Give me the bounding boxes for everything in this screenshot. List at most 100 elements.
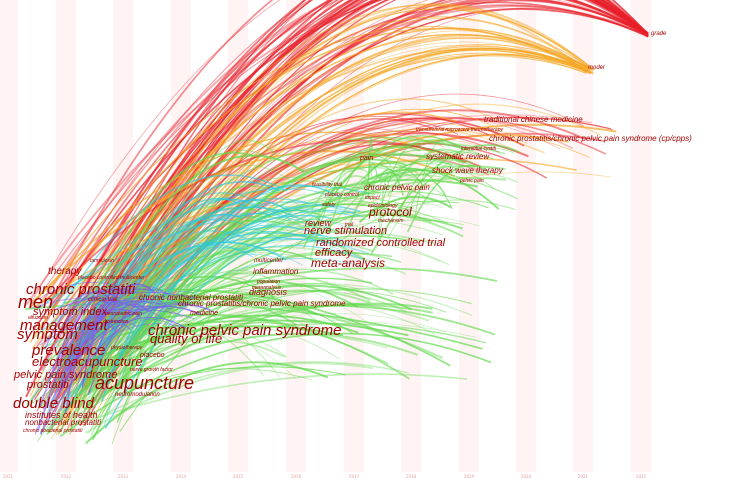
link-curve: [84, 373, 468, 423]
link-curve: [113, 116, 574, 332]
link-curve: [111, 289, 447, 377]
keyword-label: impact: [365, 195, 380, 201]
keyword-label: prostatiti: [26, 379, 69, 391]
keyword-label: physiotherapy: [110, 345, 143, 351]
link-curve: [62, 303, 433, 413]
link-curve: [32, 297, 180, 328]
year-label: 2021: [578, 474, 589, 479]
link-curve: [111, 276, 261, 445]
keyword-label: metaanalysis: [252, 285, 282, 291]
link-curve: [80, 181, 280, 357]
link-curve: [89, 213, 480, 359]
link-curve: [30, 0, 649, 304]
link-curve: [60, 47, 591, 421]
link-curve: [59, 332, 492, 437]
link-curve: [321, 165, 506, 206]
year-label: 2015: [233, 474, 244, 479]
link-curve: [370, 144, 519, 254]
link-curve: [48, 0, 649, 433]
link-curve: [88, 213, 464, 395]
link-curve: [66, 288, 175, 361]
keyword-labels: grade model traditional chinese medicine tr…: [13, 31, 692, 434]
keyword-label: population: [256, 279, 280, 285]
year-label: 2016: [291, 474, 302, 479]
link-curve: [114, 0, 649, 333]
link-curve: [55, 218, 250, 349]
link-curve: [358, 196, 452, 223]
link-curve: [88, 204, 322, 396]
link-curve: [57, 0, 649, 399]
link-curve: [85, 317, 187, 353]
keyword-label: chronic pelvic pain syndrome: [148, 322, 341, 339]
link-curve: [72, 313, 411, 380]
link-curve: [83, 289, 371, 410]
keyword-label: alfuzosin: [28, 315, 48, 321]
link-curve: [302, 146, 421, 249]
link-curve: [25, 0, 649, 306]
link-curve: [59, 174, 288, 309]
keyword-label: randomized controlled trial: [316, 237, 446, 249]
keyword-label: mechanism: [378, 218, 404, 224]
link-curve: [47, 368, 312, 435]
keyword-label: model: [588, 65, 605, 71]
link-curve: [34, 4, 649, 350]
year-label: 2011: [3, 474, 14, 479]
year-label: 2018: [406, 474, 417, 479]
keyword-label: double blind: [13, 395, 95, 412]
link-curve: [387, 148, 464, 196]
link-curve: [59, 303, 105, 392]
year-label: 2013: [118, 474, 129, 479]
link-curve: [73, 282, 473, 361]
year-band: [573, 0, 593, 472]
link-curve: [148, 253, 278, 334]
link-curve: [65, 219, 443, 394]
keyword-label: shock wave therapy: [432, 166, 504, 175]
keyword-label: feasibility trial: [312, 182, 343, 188]
link-curve: [360, 151, 494, 203]
year-label: 2020: [521, 474, 532, 479]
link-curve: [66, 305, 202, 372]
link-curve: [62, 0, 649, 331]
link-curve: [397, 156, 464, 217]
link-curve: [62, 308, 142, 389]
link-curve: [68, 202, 414, 436]
link-curve: [378, 168, 404, 196]
keyword-label: grade: [651, 31, 667, 37]
link-curve: [63, 288, 152, 366]
link-curve: [50, 0, 649, 301]
keyword-label: safety: [322, 202, 336, 208]
year-label: 2017: [349, 474, 360, 479]
link-curve: [57, 0, 649, 393]
link-curve: [109, 257, 363, 353]
link-curve: [108, 313, 447, 392]
link-curve: [58, 0, 649, 391]
keyword-label: chronic nonbacterial prostatiti: [139, 293, 243, 302]
link-curve: [53, 291, 197, 311]
keyword-label: institutes of health: [25, 410, 98, 420]
link-curve: [386, 167, 453, 210]
link-curve: [55, 219, 464, 436]
keyword-label: clinical trial: [88, 297, 118, 303]
link-curve: [139, 210, 464, 339]
link-curves: [25, 0, 649, 445]
link-curve: [63, 33, 592, 335]
link-curve: [51, 297, 117, 388]
link-curve: [38, 26, 586, 305]
keyword-label: tamsulosin: [90, 258, 114, 264]
link-curve: [37, 197, 406, 442]
keyword-label: multicenter: [254, 258, 284, 264]
link-curve: [406, 164, 491, 233]
link-curve: [87, 249, 315, 406]
link-curve: [101, 44, 594, 335]
link-curve: [306, 185, 425, 223]
link-curve: [116, 215, 276, 385]
link-curve: [48, 303, 138, 383]
link-curve: [326, 199, 516, 252]
link-curve: [73, 241, 303, 304]
keyword-label: neuropathic pain: [105, 311, 142, 317]
link-curve: [62, 320, 132, 409]
keyword-label: electroacupuncture: [32, 354, 143, 369]
link-curve: [365, 162, 378, 194]
link-curve: [343, 149, 461, 201]
